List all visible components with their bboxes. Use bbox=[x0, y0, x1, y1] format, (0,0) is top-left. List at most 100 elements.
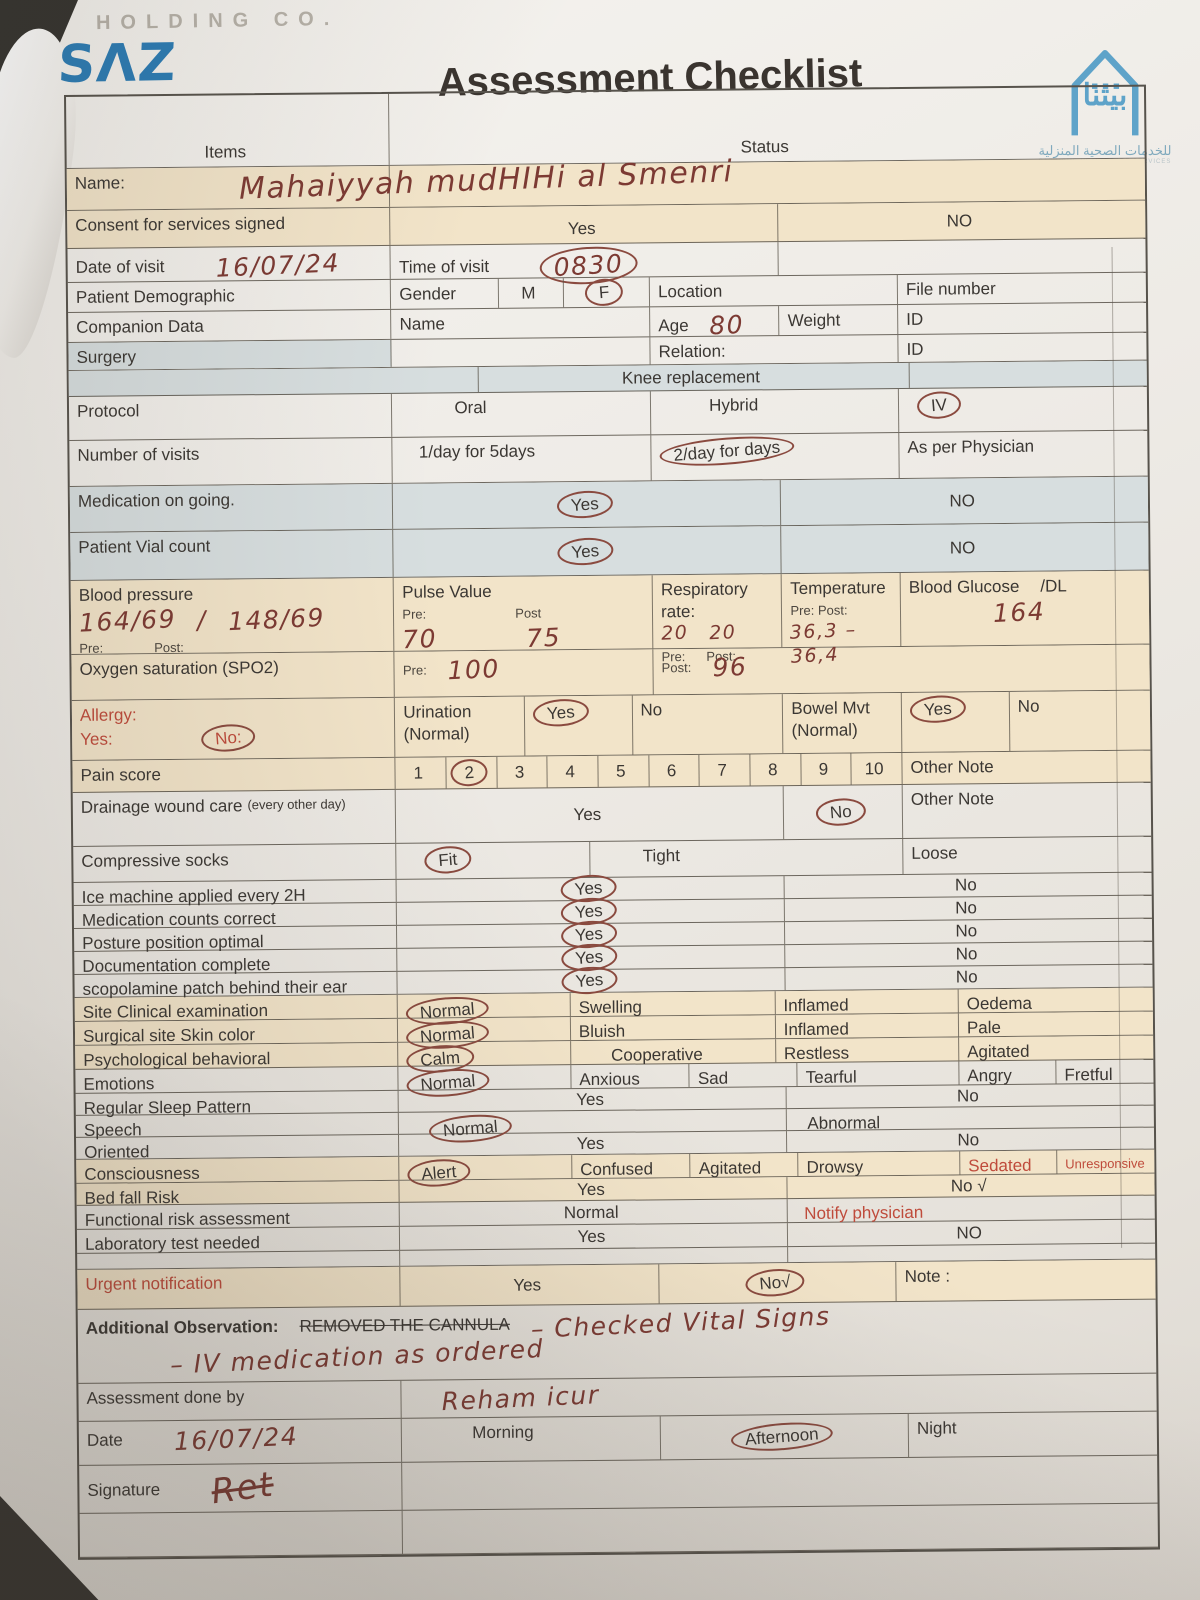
cell-patient-demographic-0: Patient Demographic bbox=[67, 279, 392, 312]
cell-drainage-wound-care-3: Other Note bbox=[903, 783, 1151, 838]
printed-label: NO bbox=[949, 538, 976, 558]
row-blank-row bbox=[79, 1503, 1158, 1558]
circled-option: No bbox=[814, 796, 867, 828]
printed-label: Restless bbox=[783, 1043, 850, 1064]
cell-assessment-date-0: Date 16/07/24 bbox=[78, 1418, 403, 1465]
printed-label: NO bbox=[949, 491, 975, 511]
printed-label: ID bbox=[906, 309, 924, 329]
printed-label: Emotions bbox=[83, 1074, 155, 1094]
printed-label: Oedema bbox=[966, 993, 1032, 1014]
cell-patient-demographic-5: File number bbox=[898, 273, 1146, 304]
cell-allergy-elimination-2: Yes bbox=[524, 695, 633, 756]
cell-oxygen-saturation-0: Oxygen saturation (SPO2) bbox=[71, 651, 396, 700]
cell-number-of-visits-3: As per Physician bbox=[899, 431, 1147, 478]
cell-consciousness-1: Alert bbox=[399, 1155, 573, 1190]
printed-label: Yes bbox=[577, 1179, 605, 1199]
printed-label: Other Note bbox=[910, 788, 995, 809]
printed-label: Urination bbox=[403, 702, 472, 722]
handwritten-entry: – Checked Vital Signs bbox=[530, 1301, 832, 1344]
printed-label: Pre: bbox=[402, 606, 427, 622]
cell-companion-data-4: ID bbox=[898, 303, 1146, 334]
cell-surgery-3: ID bbox=[898, 333, 1146, 362]
cell-regular-sleep-pattern-0: Regular Sleep Pattern bbox=[75, 1090, 400, 1118]
printed-label: File number bbox=[905, 278, 996, 299]
printed-label: Drowsy bbox=[806, 1157, 864, 1177]
cell-consent-signed-0: Consent for services signed bbox=[67, 207, 391, 248]
cell-pain-score-7: 7 bbox=[699, 754, 751, 786]
cell-protocol-1: Oral bbox=[392, 391, 652, 437]
cell-medication-counts-0: Medication counts correct bbox=[73, 902, 398, 930]
printed-label: 3 bbox=[514, 762, 525, 782]
printed-label: 6 bbox=[666, 761, 677, 781]
printed-label: Protocol bbox=[76, 401, 140, 421]
cell-site-clinical-examination-0: Site Clinical examination bbox=[74, 994, 399, 1022]
cell-psychological-behavioral-4: Agitated bbox=[959, 1036, 1153, 1062]
cell-spacer-0 bbox=[77, 1250, 401, 1269]
handwritten-entry: 164/69 bbox=[78, 604, 177, 638]
printed-label: Name bbox=[399, 314, 446, 334]
cell-pain-score-8: 8 bbox=[750, 753, 802, 786]
cell-laboratory-test-needed-0: Laboratory test needed bbox=[76, 1226, 401, 1254]
cell-oriented-1: Yes bbox=[399, 1131, 788, 1156]
row-additional-observation: Additional Observation: REMOVED THE CANNU… bbox=[77, 1299, 1157, 1384]
printed-label: No bbox=[955, 967, 978, 987]
cell-consciousness-2: Confused bbox=[572, 1154, 691, 1179]
cell-medication-ongoing-2: NO bbox=[781, 477, 1148, 526]
cell-vital-signs-1: Pulse Value Pre: Post 70 75 bbox=[394, 575, 654, 655]
circled-option: Fit bbox=[423, 844, 473, 876]
printed-label: Anxious bbox=[579, 1069, 640, 1089]
printed-label: Bowel Mvt bbox=[791, 698, 870, 718]
circled-option: No√ bbox=[744, 1266, 806, 1299]
cell-documentation-complete-2: No bbox=[786, 942, 1153, 968]
cell-pain-score-2: 2 bbox=[446, 756, 498, 789]
cell-posture-position-2: No bbox=[785, 919, 1152, 945]
cell-emotions-3: Sad bbox=[689, 1063, 798, 1088]
printed-label: Inflamed bbox=[783, 995, 849, 1016]
handwritten-entry: 100 bbox=[447, 653, 501, 686]
printed-label: Pain score bbox=[80, 764, 161, 785]
cell-bed-fall-risk-2: No √ bbox=[788, 1174, 1155, 1199]
printed-label: Cooperative bbox=[611, 1044, 703, 1065]
cell-vital-signs-3: Temperature Pre: Post: 36,3 – 36,4 bbox=[782, 572, 902, 668]
printed-label: Tight bbox=[642, 846, 681, 866]
circled-option: IV bbox=[916, 389, 963, 421]
printed-label: Yes bbox=[576, 1089, 605, 1110]
cell-site-clinical-examination-2: Swelling bbox=[570, 991, 776, 1017]
cell-patient-demographic-3: F bbox=[563, 277, 651, 308]
cell-pain-score-9: 9 bbox=[801, 753, 852, 785]
printed-label: Name: bbox=[74, 173, 126, 193]
printed-label: Yes bbox=[577, 1226, 606, 1246]
circled-option: Afternoon bbox=[730, 1419, 834, 1455]
printed-label: Drainage wound care bbox=[80, 796, 243, 817]
printed-label: No bbox=[1017, 696, 1040, 716]
cell-consciousness-6: Unresponsive bbox=[1057, 1150, 1154, 1174]
cell-scopolamine-patch-0: scopolamine patch behind their ear bbox=[74, 971, 399, 999]
saz-logo: SΛZ bbox=[56, 32, 179, 96]
cell-blank-row-0 bbox=[79, 1510, 404, 1557]
cell-functional-risk-assessment-2: Notify physician bbox=[788, 1196, 1155, 1223]
handwritten-entry: Reham icur bbox=[441, 1380, 601, 1417]
printed-label: Oral bbox=[454, 397, 487, 418]
cell-number-of-visits-2: 2/day for days bbox=[651, 432, 900, 481]
cell-consent-signed-2: NO bbox=[779, 201, 1146, 242]
holding-co-text: HOLDING CO. bbox=[95, 7, 340, 35]
handwritten-entry: – IV medication as ordered bbox=[169, 1334, 545, 1380]
printed-label: Medication on going. bbox=[77, 490, 235, 511]
cell-compressive-socks-0: Compressive socks bbox=[73, 843, 397, 882]
printed-label: 10 bbox=[864, 759, 884, 779]
cell-surgery-2: Relation: bbox=[650, 335, 899, 365]
cell-surgery-type-0 bbox=[68, 367, 479, 396]
printed-label: Temperature bbox=[790, 578, 886, 598]
cell-blank-row-1 bbox=[403, 1504, 1158, 1554]
cell-psychological-behavioral-0: Psychological behavioral bbox=[75, 1042, 399, 1070]
cell-assessment-date-1: Morning bbox=[402, 1416, 662, 1462]
cell-pain-score-0: Pain score bbox=[72, 757, 397, 792]
printed-label: Compressive socks bbox=[81, 850, 229, 871]
printed-label: Weight bbox=[787, 310, 841, 330]
printed-label: Agitated bbox=[698, 1158, 762, 1178]
printed-label: Knee replacement bbox=[621, 367, 761, 388]
cell-number-of-visits-0: Number of visits bbox=[69, 437, 394, 486]
printed-label: Consciousness bbox=[84, 1163, 200, 1184]
cell-pain-score-6: 6 bbox=[649, 754, 700, 787]
printed-label: Companion Data bbox=[76, 316, 204, 337]
